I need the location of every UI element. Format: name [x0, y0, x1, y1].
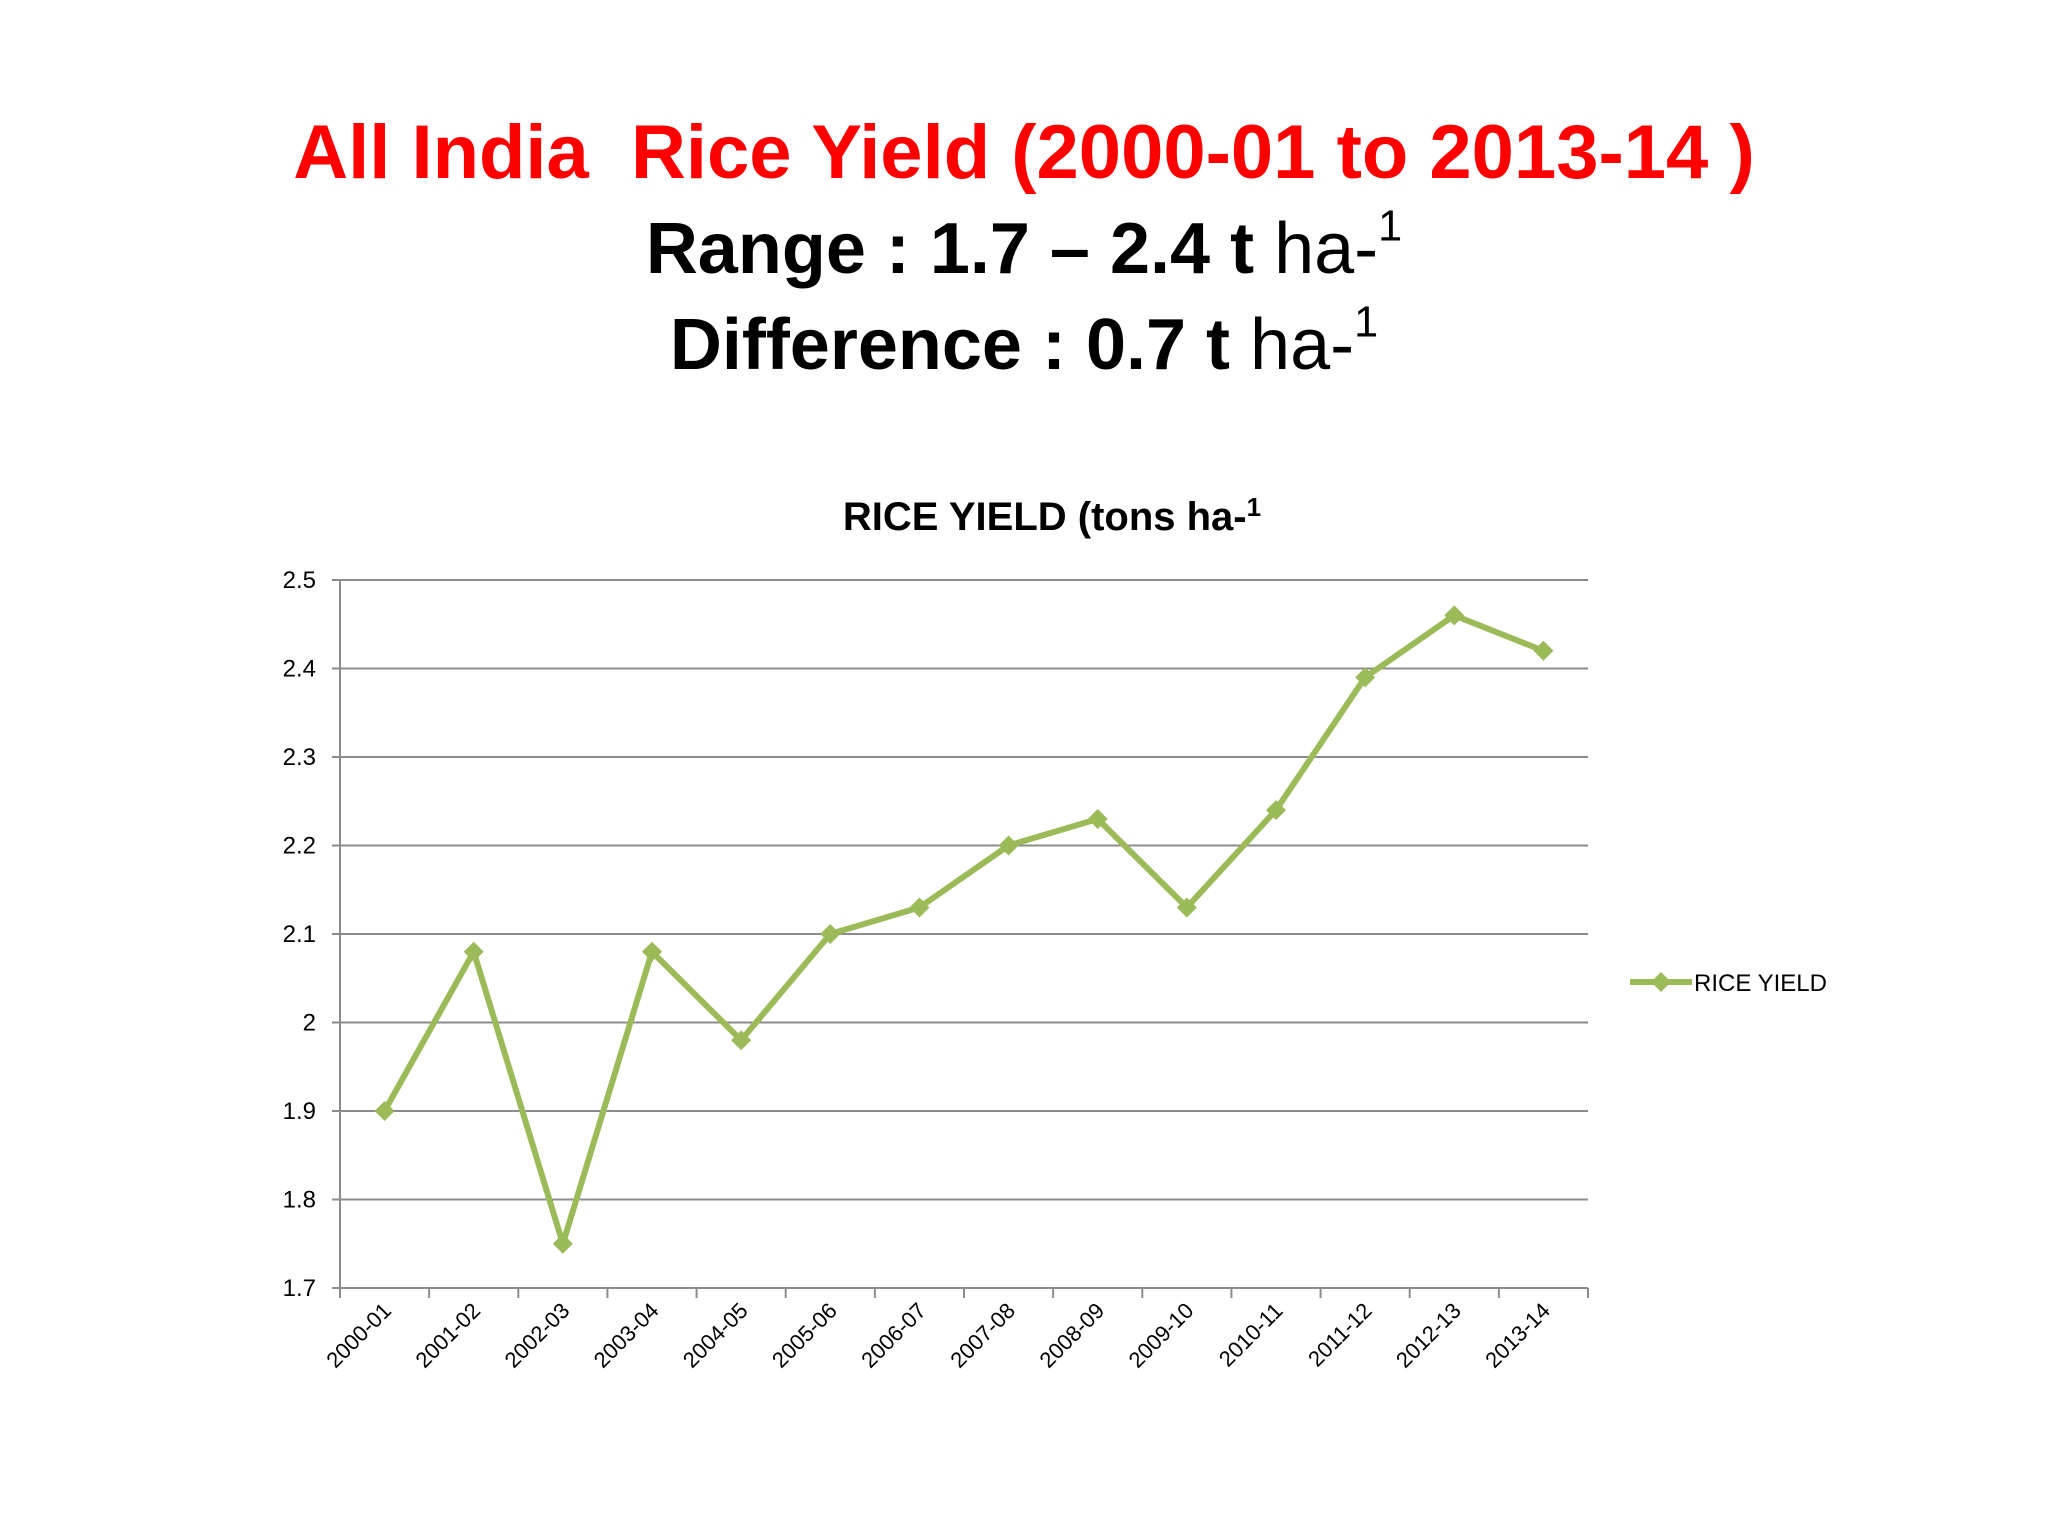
- x-tick-label: 2000-01: [321, 1298, 396, 1373]
- data-point: [1266, 800, 1286, 821]
- x-tick-label: 2013-14: [1480, 1298, 1555, 1373]
- x-tick-label: 2005-06: [767, 1298, 842, 1373]
- data-point: [731, 1030, 752, 1051]
- data-point: [820, 924, 841, 944]
- range-unit-sup: 1: [1378, 202, 1403, 251]
- x-tick-label: 2012-13: [1391, 1298, 1466, 1373]
- data-point: [909, 897, 930, 918]
- legend-marker: [1651, 972, 1671, 992]
- data-point: [1087, 808, 1108, 829]
- y-tick-label: 2.4: [283, 656, 316, 683]
- x-tick-label: 2009-10: [1124, 1298, 1199, 1373]
- data-point: [374, 1101, 395, 1121]
- chart-title-sup: 1: [1247, 492, 1261, 522]
- difference-unit-sup: 1: [1354, 298, 1379, 347]
- data-point: [1176, 897, 1197, 918]
- data-point: [1533, 640, 1554, 661]
- difference-unit: ha-: [1250, 305, 1355, 385]
- y-axis-ticks: 1.7 1.8 1.9 2 2.1 2.2 2.3 2.4 2.5: [283, 567, 340, 1302]
- data-point: [642, 941, 662, 962]
- data-point: [998, 835, 1019, 856]
- y-tick-label: 1.7: [283, 1275, 316, 1302]
- series-rice-yield: [374, 605, 1554, 1254]
- x-tick-label: 2007-08: [945, 1298, 1020, 1373]
- x-axis-ticks: 2000-01 2001-02 2002-03 2003-04 2004-05 2005-…: [321, 1288, 1589, 1373]
- x-tick-label: 2004-05: [678, 1298, 753, 1373]
- x-tick-label: 2006-07: [856, 1298, 931, 1373]
- slide-title-block: All India Rice Yield (2000-01 to 2013-14…: [0, 105, 2048, 393]
- x-tick-label: 2003-04: [589, 1298, 664, 1373]
- range-label: Range : 1.7 – 2.4 t: [645, 209, 1255, 289]
- y-tick-label: 2.3: [283, 744, 316, 771]
- series-line: [381, 612, 1545, 1247]
- chart-title-text: RICE YIELD (tons ha-: [843, 495, 1247, 539]
- x-tick-label: 2010-11: [1214, 1298, 1288, 1372]
- data-point: [1355, 667, 1376, 688]
- x-tick-label: 2011-12: [1303, 1298, 1377, 1372]
- range-unit: ha-: [1274, 209, 1379, 289]
- x-tick-label: 2008-09: [1034, 1298, 1109, 1373]
- data-point: [1444, 605, 1465, 626]
- y-tick-label: 2.2: [283, 833, 316, 860]
- y-tick-label: 1.8: [283, 1187, 316, 1214]
- y-tick-label: 1.9: [283, 1098, 316, 1125]
- y-tick-label: 2.1: [283, 921, 316, 948]
- legend: RICE YIELD: [1630, 970, 1827, 997]
- gridlines: [340, 579, 1588, 1289]
- data-point: [552, 1233, 573, 1254]
- range-line: Range : 1.7 – 2.4 t ha-1: [0, 201, 2048, 297]
- x-tick-label: 2001-02: [410, 1298, 485, 1373]
- difference-line: Difference : 0.7 t ha-1: [0, 297, 2048, 393]
- chart-title: RICE YIELD (tons ha-1: [843, 492, 1261, 539]
- difference-label: Difference : 0.7 t: [669, 305, 1231, 385]
- x-tick-label: 2002-03: [500, 1298, 575, 1373]
- y-tick-label: 2.5: [283, 567, 316, 594]
- data-point: [463, 941, 484, 962]
- legend-label: RICE YIELD: [1694, 970, 1827, 997]
- slide-title: All India Rice Yield (2000-01 to 2013-14…: [293, 110, 1755, 195]
- y-tick-label: 2: [303, 1010, 316, 1037]
